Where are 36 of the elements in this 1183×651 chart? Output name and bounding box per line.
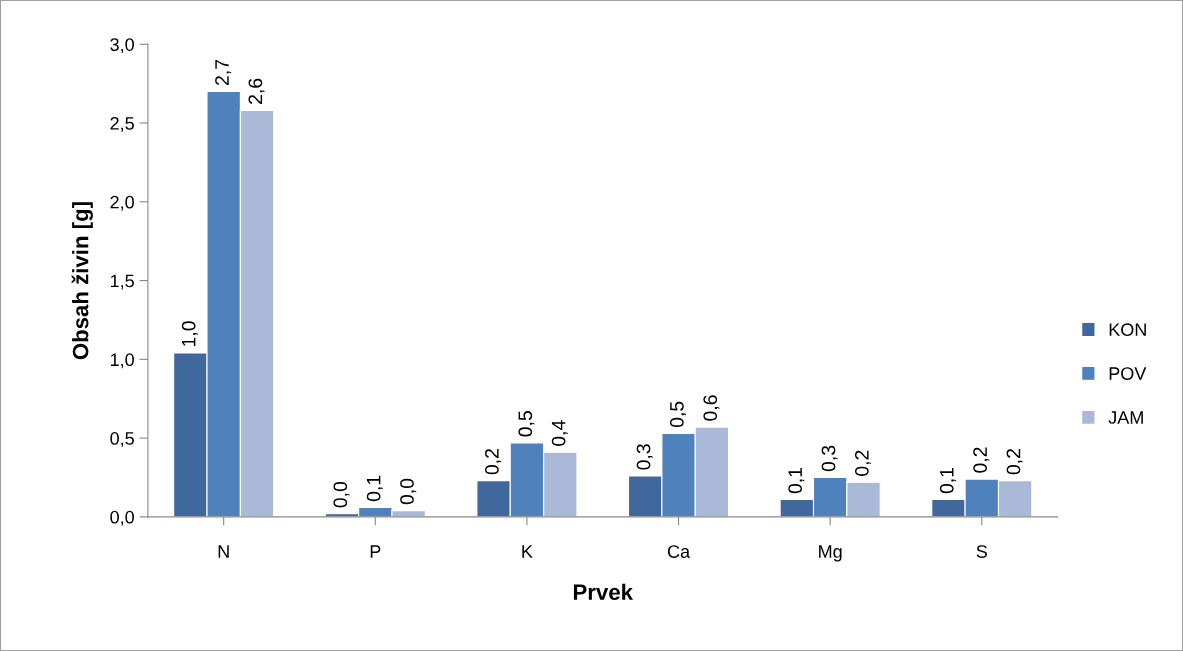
legend-label: JAM: [1108, 411, 1143, 424]
x-tick-label: Ca: [667, 545, 691, 558]
data-label: 0,3: [636, 444, 653, 470]
x-tick-label: P: [370, 545, 381, 558]
data-label: 2,7: [215, 59, 232, 85]
data-label: 0,2: [973, 447, 990, 473]
data-label: 0,5: [518, 411, 535, 437]
data-label: 0,1: [939, 467, 956, 494]
y-tick-label: 2,5: [110, 116, 134, 132]
data-label: 0,2: [854, 450, 872, 476]
x-tick-label: N: [218, 545, 229, 558]
data-label: 0,0: [333, 481, 350, 508]
data-label: 0,1: [366, 475, 383, 502]
data-label: 1,0: [181, 321, 198, 347]
y-tick-label: 2,0: [110, 195, 134, 211]
x-tick-label: K: [522, 545, 533, 558]
x-axis-title: Prvek: [573, 583, 634, 601]
data-label: 0,2: [1006, 449, 1023, 475]
data-label: 0,0: [400, 478, 417, 505]
legend-label: KON: [1109, 323, 1146, 337]
y-tick-label: 0,5: [110, 432, 134, 447]
y-tick-label: 3,0: [110, 38, 134, 54]
data-label: 0,3: [821, 445, 838, 472]
data-label: 0,2: [485, 449, 502, 475]
y-tick-label: 1,5: [110, 274, 134, 290]
y-axis-title: Obsah živin [g]: [71, 202, 93, 360]
data-label: 0,6: [703, 395, 720, 421]
data-label: 0,5: [670, 401, 687, 428]
data-label: 0,4: [551, 420, 568, 446]
y-tick-label: 1,0: [110, 353, 134, 369]
data-label: 0,1: [788, 467, 805, 494]
x-tick-label: Mg: [819, 545, 842, 562]
y-tick-label: 0,0: [110, 510, 134, 526]
legend-label: POV: [1109, 367, 1147, 380]
data-label: 2,6: [248, 78, 265, 104]
x-tick-label: S: [976, 545, 987, 558]
